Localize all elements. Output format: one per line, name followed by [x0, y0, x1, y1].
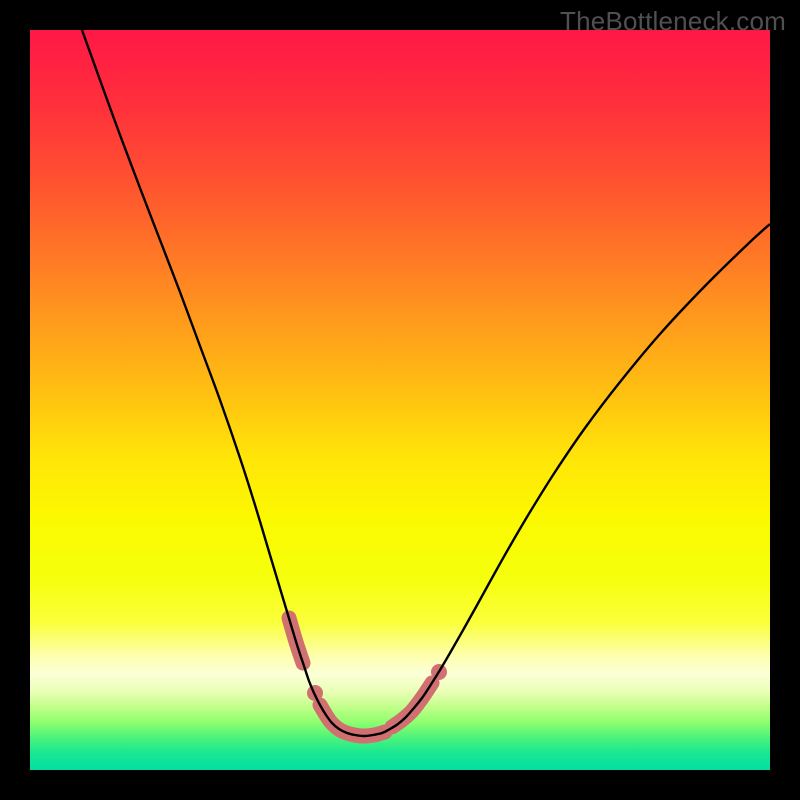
chart-plot-area [30, 30, 770, 770]
curve-highlight [289, 618, 447, 736]
watermark-text: TheBottleneck.com [560, 6, 786, 37]
chart-curve-layer [30, 30, 770, 770]
bottleneck-curve [82, 30, 770, 736]
